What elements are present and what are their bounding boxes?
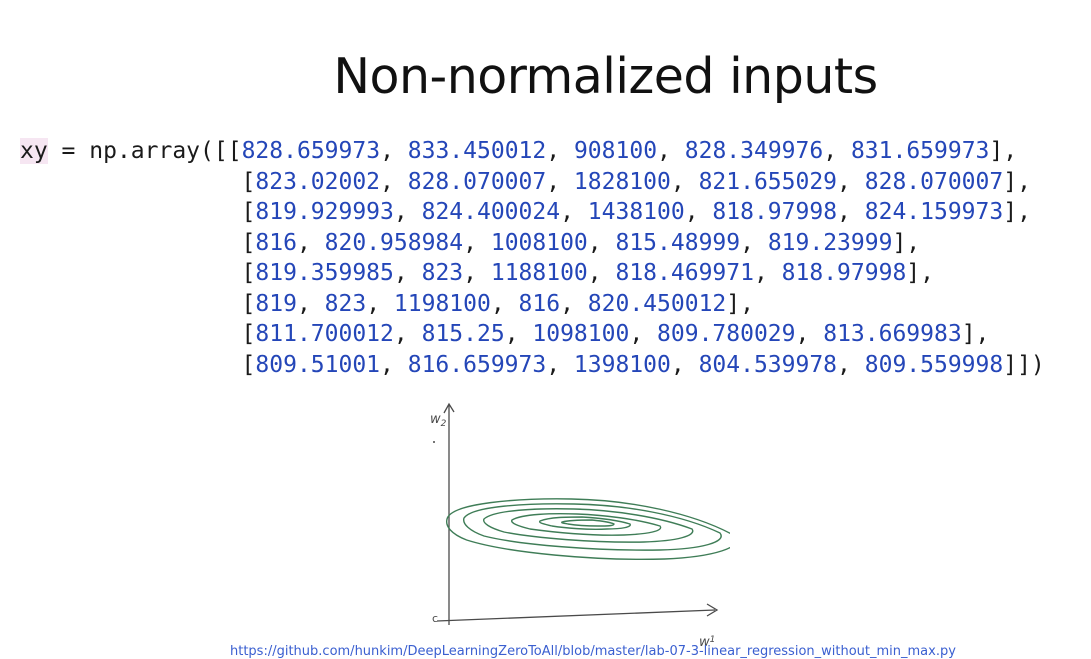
code-number: 819.929993 [255, 199, 394, 225]
code-number: 823.02002 [255, 168, 381, 195]
y-axis-subscript: 2 [441, 419, 447, 429]
contour-ring-2 [463, 503, 722, 551]
code-number: 819.23999 [767, 229, 893, 256]
code-number: 908100 [573, 138, 658, 164]
code-line: [819.359985, 823, 1188100, 818.469971, 8… [20, 260, 934, 286]
code-number: 804.539978 [698, 351, 838, 378]
code-number: 828.070007 [864, 168, 1004, 195]
contour-rings [445, 498, 730, 560]
code-number: 1438100 [587, 199, 685, 225]
code-number: 831.659973 [850, 138, 990, 164]
code-number: 819 [255, 290, 297, 317]
x-axis-subscript: 1 [710, 635, 716, 645]
code-number: 809.51001 [255, 351, 381, 378]
y-axis-arrowhead [443, 402, 455, 414]
x-axis-label: w1 [699, 635, 715, 650]
contour-ring-5 [538, 516, 631, 530]
code-line: [819, 823, 1198100, 816, 820.450012], [20, 290, 754, 317]
code-line: [811.700012, 815.25, 1098100, 809.780029… [20, 321, 990, 347]
code-variable: xy [20, 138, 48, 164]
code-line: [816, 820.958984, 1008100, 815.48999, 81… [20, 229, 921, 256]
code-number: 816 [255, 229, 297, 256]
y-axis-label: w2 [430, 412, 447, 429]
code-number: 1188100 [490, 260, 588, 286]
code-number: 1398100 [573, 351, 671, 378]
contour-ring-6 [561, 519, 615, 527]
code-number: 811.700012 [255, 321, 394, 347]
code-number: 818.469971 [615, 260, 754, 286]
code-number: 1098100 [532, 321, 630, 347]
x-axis-arrowhead [706, 603, 719, 617]
x-axis [436, 609, 716, 622]
code-number: 1008100 [490, 229, 588, 256]
code-line: [819.929993, 824.400024, 1438100, 818.97… [20, 199, 1031, 225]
code-number: 821.655029 [698, 168, 838, 195]
code-number: 1198100 [393, 290, 491, 317]
pen-dot [433, 441, 435, 443]
code-number: 828.070007 [407, 168, 547, 195]
code-number: 1828100 [573, 168, 671, 195]
code-number: 816 [518, 290, 561, 317]
code-number: 820.450012 [587, 290, 727, 317]
code-number: 823 [421, 260, 464, 286]
contour-ring-1 [445, 498, 730, 560]
contour-ring-4 [511, 512, 662, 536]
code-number: 818.97998 [781, 260, 907, 286]
code-number: 818.97998 [712, 199, 838, 225]
code-number: 809.559998 [864, 351, 1004, 378]
code-number: 813.669983 [823, 321, 962, 347]
code-number: 809.780029 [657, 321, 796, 347]
code-number: 816.659973 [407, 351, 547, 378]
code-number: 828.659973 [241, 138, 381, 164]
code-line: [823.02002, 828.070007, 1828100, 821.655… [20, 168, 1031, 195]
code-number: 823 [324, 290, 367, 317]
code-line: xy = np.array([[828.659973, 833.450012, … [20, 138, 1018, 164]
code-line: [809.51001, 816.659973, 1398100, 804.539… [20, 351, 1045, 378]
code-number: 824.159973 [864, 199, 1004, 225]
code-number: 833.450012 [407, 138, 547, 164]
contour-ring-3 [483, 508, 694, 543]
contour-sketch: w2 c w1 [430, 402, 730, 650]
code-number: 820.958984 [324, 229, 464, 256]
code-number: 815.48999 [615, 229, 741, 256]
slide-title: Non-normalized inputs [333, 48, 878, 105]
code-number: 824.400024 [421, 199, 561, 225]
code-number: 815.25 [421, 321, 505, 347]
code-number: 828.349976 [684, 138, 824, 164]
code-block: xy = np.array([[828.659973, 833.450012, … [20, 136, 1045, 380]
origin-label: c [432, 612, 438, 625]
code-number: 819.359985 [255, 260, 394, 286]
